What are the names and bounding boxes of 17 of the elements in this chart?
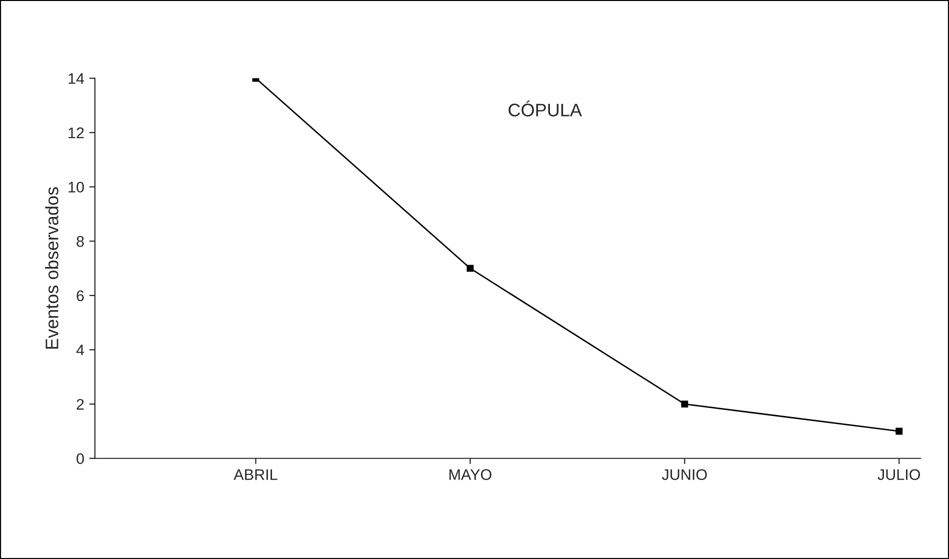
x-tick-label: ABRIL: [234, 469, 278, 480]
y-tick-label: 6: [76, 290, 84, 302]
x-tick-label: JUNIO: [662, 469, 707, 480]
y-axis-title: Eventos observados: [45, 187, 58, 349]
x-tick-label: MAYO: [450, 469, 492, 480]
point: [681, 400, 688, 408]
y-tick-label: 8: [76, 236, 84, 247]
y-tick-label: 0: [76, 453, 84, 464]
point: [896, 428, 903, 435]
y-tick-label: 10: [68, 182, 84, 193]
text: CÓPULA: [508, 100, 582, 116]
y-tick-label: 2: [76, 398, 84, 410]
y-tick-label: 4: [76, 344, 84, 356]
y-tick-label: 12: [68, 127, 84, 138]
x-tick-label: JULIO: [878, 469, 920, 480]
point: [466, 264, 474, 272]
y-tick-label: 14: [68, 73, 84, 84]
